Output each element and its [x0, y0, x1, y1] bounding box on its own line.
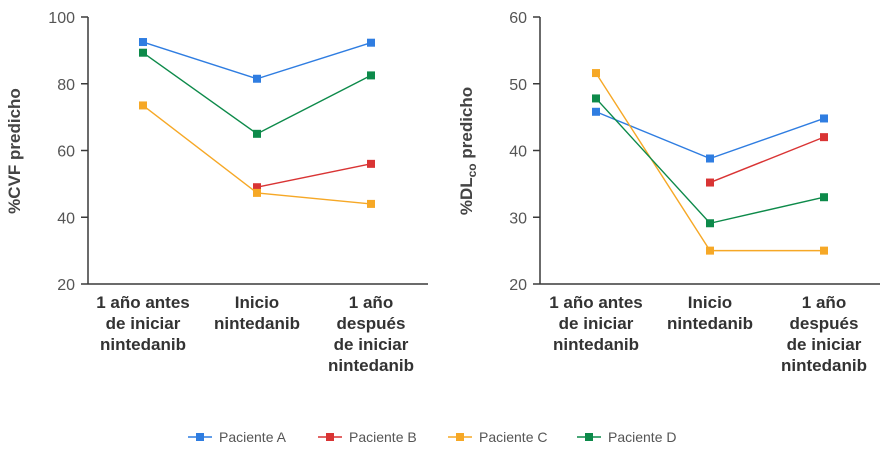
series-line-2: [709, 136, 825, 184]
legend-marker: [196, 433, 204, 441]
data-point: [367, 38, 375, 47]
data-point: [253, 188, 261, 197]
data-point: [367, 159, 375, 168]
data-point: [139, 38, 147, 47]
data-point: [592, 94, 600, 103]
data-point: [706, 219, 714, 228]
legend-label: Paciente A: [219, 429, 287, 445]
legend-label: Paciente D: [608, 429, 676, 445]
data-point: [706, 246, 714, 255]
data-point: [253, 129, 261, 138]
data-point: [367, 199, 375, 208]
y-axis-title: %CVF predicho: [5, 88, 24, 214]
data-point: [706, 154, 714, 163]
series-line-1: [142, 41, 372, 80]
category-label: Inicio nintedanib: [214, 293, 300, 333]
legend: Paciente A Paciente B Paciente C Paciente D: [188, 429, 676, 445]
y-tick-label: 40: [57, 210, 75, 227]
chart-panel-1: 20 40 60 80 100 %CVF predicho 1 año antes de in…: [5, 10, 428, 375]
category-label: 1 año después de iniciar nintedanib: [328, 293, 414, 375]
legend-marker: [585, 433, 593, 441]
data-point: [706, 178, 714, 187]
data-point: [139, 48, 147, 57]
category-label: 1 año antes de iniciar nintedanib: [549, 293, 643, 354]
category-label: 1 año después de iniciar nintedanib: [781, 293, 867, 375]
y-tick-label: 100: [48, 10, 75, 27]
category-label: Inicio nintedanib: [667, 293, 753, 333]
y-tick-label: 50: [509, 77, 527, 94]
y-tick-label: 40: [509, 144, 527, 161]
data-point: [253, 183, 261, 192]
y-axis-title: %DLco predicho: [457, 87, 479, 215]
data-point: [139, 101, 147, 110]
series-line-4: [142, 52, 372, 135]
data-point: [820, 246, 828, 255]
data-point: [253, 74, 261, 83]
y-tick-label: 30: [509, 210, 527, 227]
legend-marker: [326, 433, 334, 441]
y-tick-label: 60: [509, 10, 527, 27]
legend-label: Paciente B: [349, 429, 417, 445]
data-point: [820, 193, 828, 202]
legend-marker: [456, 433, 464, 441]
data-point: [367, 71, 375, 80]
y-tick-label: 20: [509, 277, 527, 294]
legend-label: Paciente C: [479, 429, 547, 445]
y-tick-label: 60: [57, 144, 75, 161]
data-point: [592, 107, 600, 116]
series-line-2: [256, 163, 372, 188]
y-tick-label: 20: [57, 277, 75, 294]
y-tick-label: 80: [57, 77, 75, 94]
category-label: 1 año antes de iniciar nintedanib: [96, 293, 190, 354]
data-point: [592, 69, 600, 78]
chart-panel-2: 20 30 40 50 60 %DLco predicho 1 año antes de in…: [457, 10, 880, 375]
data-point: [820, 133, 828, 142]
data-point: [820, 114, 828, 123]
